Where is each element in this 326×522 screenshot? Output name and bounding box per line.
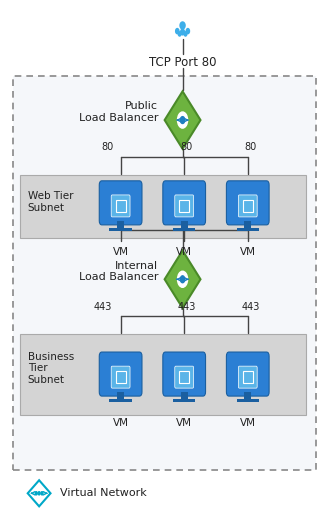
Bar — [173, 228, 195, 231]
Text: Virtual Network: Virtual Network — [60, 488, 147, 499]
Text: TCP Port 80: TCP Port 80 — [149, 56, 216, 69]
Circle shape — [41, 492, 43, 495]
Text: VM: VM — [112, 418, 129, 428]
Bar — [181, 392, 187, 399]
Bar — [117, 221, 124, 228]
Bar — [244, 221, 251, 228]
FancyBboxPatch shape — [226, 352, 269, 396]
Text: Internal
Load Balancer: Internal Load Balancer — [79, 260, 158, 282]
Text: VM: VM — [240, 418, 256, 428]
Ellipse shape — [184, 31, 187, 37]
Bar — [244, 392, 251, 399]
FancyBboxPatch shape — [238, 366, 257, 388]
Bar — [181, 221, 187, 228]
Text: 80: 80 — [181, 143, 193, 152]
Polygon shape — [165, 91, 200, 149]
Text: 443: 443 — [241, 302, 259, 312]
Ellipse shape — [178, 31, 182, 37]
Circle shape — [38, 492, 40, 495]
Text: 443: 443 — [178, 302, 196, 312]
FancyBboxPatch shape — [163, 181, 205, 225]
FancyBboxPatch shape — [13, 76, 316, 470]
Bar — [173, 399, 195, 402]
FancyBboxPatch shape — [99, 352, 142, 396]
Ellipse shape — [175, 28, 180, 34]
FancyBboxPatch shape — [111, 195, 130, 217]
Text: VM: VM — [240, 247, 256, 257]
Text: Business
Tier
Subnet: Business Tier Subnet — [28, 352, 74, 385]
Ellipse shape — [180, 29, 185, 35]
Bar — [237, 399, 259, 402]
Bar — [237, 228, 259, 231]
FancyBboxPatch shape — [175, 195, 194, 217]
Text: Web Tier
Subnet: Web Tier Subnet — [28, 191, 73, 213]
Text: 80: 80 — [101, 143, 114, 152]
FancyBboxPatch shape — [20, 175, 306, 238]
FancyBboxPatch shape — [175, 366, 194, 388]
Circle shape — [35, 492, 37, 495]
Text: VM: VM — [176, 247, 192, 257]
Text: VM: VM — [112, 247, 129, 257]
Polygon shape — [165, 251, 200, 308]
Circle shape — [180, 116, 185, 124]
FancyBboxPatch shape — [226, 181, 269, 225]
Circle shape — [180, 276, 185, 283]
Circle shape — [178, 112, 187, 128]
Ellipse shape — [179, 21, 186, 30]
Ellipse shape — [185, 28, 190, 34]
Text: 443: 443 — [94, 302, 112, 312]
Circle shape — [178, 271, 187, 287]
FancyBboxPatch shape — [99, 181, 142, 225]
Bar — [117, 392, 124, 399]
Text: VM: VM — [176, 418, 192, 428]
FancyBboxPatch shape — [163, 352, 205, 396]
Bar — [110, 228, 132, 231]
Bar — [110, 399, 132, 402]
FancyBboxPatch shape — [238, 195, 257, 217]
Text: 80: 80 — [244, 143, 257, 152]
FancyBboxPatch shape — [111, 366, 130, 388]
FancyBboxPatch shape — [20, 334, 306, 415]
Text: Public
Load Balancer: Public Load Balancer — [79, 101, 158, 123]
